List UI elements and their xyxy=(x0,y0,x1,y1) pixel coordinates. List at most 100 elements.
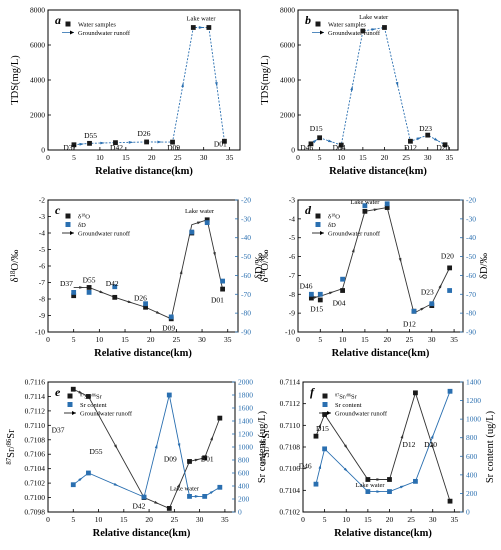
y-tick-label: -7 xyxy=(39,278,45,287)
x-tick-label: 10 xyxy=(95,515,103,524)
x-axis-title: Relative distance(km) xyxy=(334,528,432,539)
y-tick-label: 8000 xyxy=(30,6,45,15)
y-tick-label: 6000 xyxy=(30,41,45,50)
data-point xyxy=(360,28,366,34)
legend-label: Groundwater runoff xyxy=(328,231,381,238)
panel-letter: c xyxy=(55,203,61,217)
y2-tick-label: 1400 xyxy=(238,417,253,426)
y2-tick-label: -70 xyxy=(466,290,476,299)
x-tick-label: 10 xyxy=(96,153,104,162)
data-point xyxy=(317,297,323,303)
x-axis-title: Relative distance(km) xyxy=(94,348,192,359)
runoff-arrow xyxy=(373,208,379,212)
x-tick-label: 20 xyxy=(383,335,391,344)
y2-tick-label: -20 xyxy=(466,196,476,205)
legend-arrow xyxy=(70,30,74,35)
legend-label: δ18O xyxy=(78,212,90,221)
point-label: D37 xyxy=(63,143,76,152)
x-tick-label: 10 xyxy=(342,515,350,524)
point-label: D15 xyxy=(310,124,323,133)
y-tick-label: -10 xyxy=(285,328,295,337)
runoff-arrow xyxy=(430,433,434,439)
point-label: Lake water xyxy=(170,485,200,492)
y2-tick-label: 0 xyxy=(238,508,242,517)
panel-letter: e xyxy=(55,385,61,399)
point-label: D20 xyxy=(424,440,437,449)
data-point xyxy=(384,205,390,210)
runoff-line xyxy=(73,27,225,146)
x-tick-label: 20 xyxy=(147,335,155,344)
data-point xyxy=(413,390,418,396)
legend-label: Groundwater runoff xyxy=(78,30,131,37)
runoff-arrow xyxy=(350,85,353,91)
runoff-arrow xyxy=(399,485,405,489)
y-tick-label: -6 xyxy=(39,262,45,271)
y-tick-label: 4000 xyxy=(280,76,295,85)
point-label: D04 xyxy=(333,143,346,152)
x-tick-label: 20 xyxy=(386,515,394,524)
y-tick-label: -3 xyxy=(39,212,45,221)
point-label: D04 xyxy=(333,299,346,308)
point-label: D09 xyxy=(162,323,175,332)
point-label: D01 xyxy=(211,295,224,304)
point-label: D46 xyxy=(300,282,313,291)
x-tick-label: 5 xyxy=(323,515,327,524)
y-tick-label: 0.7112 xyxy=(25,406,46,415)
runoff-arrow xyxy=(155,310,161,315)
chart-panel-b: 0 5 10 15 20 25 30 35 0 2000 4000 6000 8000 Relative … xyxy=(260,6,459,177)
data-point xyxy=(220,286,225,292)
x-tick-label: 35 xyxy=(450,335,458,344)
y-tick-label: 0.7108 xyxy=(279,443,300,452)
data-point xyxy=(86,290,92,295)
y-tick-label: 0.7116 xyxy=(25,378,46,387)
y-tick-label: 0.7098 xyxy=(24,508,45,517)
legend-label: Water samples xyxy=(328,22,366,29)
x-tick-label: 0 xyxy=(46,515,50,524)
runoff-arrow xyxy=(179,269,183,275)
data-point xyxy=(202,455,208,461)
data-point xyxy=(202,494,208,499)
y-tick-label: -10 xyxy=(35,328,45,337)
legend-marker xyxy=(65,213,71,219)
x-tick-label: 25 xyxy=(406,335,414,344)
y2-tick-label: -90 xyxy=(466,328,476,337)
point-label: D42 xyxy=(106,279,119,288)
runoff-arrow xyxy=(433,137,439,142)
data-point xyxy=(187,459,192,464)
y-tick-label: 6000 xyxy=(280,41,295,50)
point-label: D23 xyxy=(419,124,432,133)
y2-tick-label: 2000 xyxy=(238,378,253,387)
runoff-arrow xyxy=(398,257,402,263)
point-label: D09 xyxy=(164,454,177,463)
point-label: D23 xyxy=(421,287,434,296)
y2-tick-label: -50 xyxy=(241,252,251,261)
data-point xyxy=(322,412,328,417)
data-point xyxy=(313,433,319,439)
data-point xyxy=(317,291,323,297)
runoff-arrow xyxy=(438,283,442,289)
chart-panel-d: 0 5 10 15 20 25 30 35 -10 -9 -8 -7 -6 -5 -4 -3 -90 -80 -70… xyxy=(260,196,491,360)
data-point xyxy=(141,494,147,500)
data-point xyxy=(411,308,417,314)
y2-tick-label: 1000 xyxy=(466,415,481,424)
y-tick-label: -7 xyxy=(289,271,295,280)
point-label: D20 xyxy=(441,251,454,260)
y-tick-label: 0.7110 xyxy=(280,421,301,430)
y-tick-label: 0.7102 xyxy=(24,479,45,488)
data-point xyxy=(190,25,196,30)
data-point xyxy=(217,415,223,421)
chart-panel-c: 0 5 10 15 20 25 30 35 -10 -9 -8 -7 -6 -5 -4 -3 -2 -90 -80 -… xyxy=(10,196,266,360)
x-tick-label: 5 xyxy=(72,335,76,344)
y2-tick-label: 1400 xyxy=(466,378,481,387)
y-tick-label: -8 xyxy=(289,290,295,299)
data-point xyxy=(408,138,413,144)
data-point xyxy=(362,203,368,209)
data-point xyxy=(112,294,118,300)
data-point xyxy=(71,293,77,299)
y-tick-label: 0 xyxy=(41,146,45,155)
legend-arrow xyxy=(70,231,74,235)
x-tick-label: 10 xyxy=(96,335,104,344)
x-tick-label: 30 xyxy=(198,335,206,344)
runoff-arrow xyxy=(154,443,158,449)
